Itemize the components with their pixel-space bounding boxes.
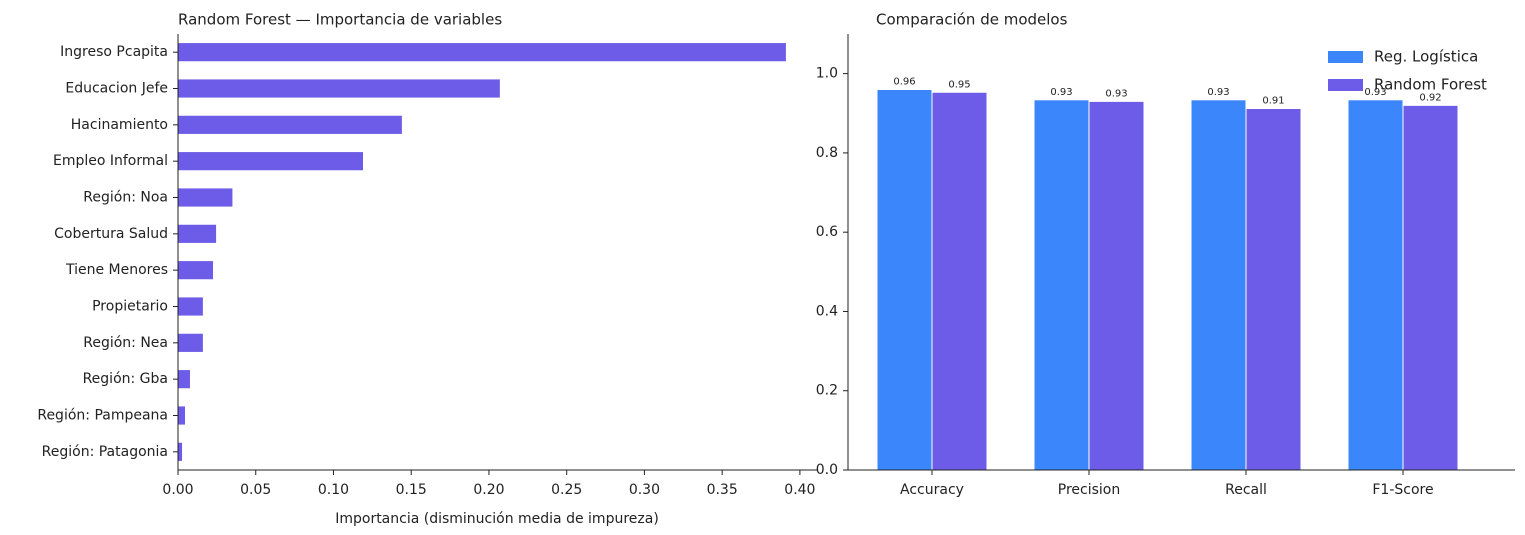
value-label: 0.93 — [1105, 88, 1127, 99]
x-tick-label: 0.15 — [396, 482, 427, 498]
bar — [178, 152, 364, 171]
x-tick-label: 0.10 — [318, 482, 349, 498]
bar — [1033, 99, 1090, 471]
x-tick-label: Accuracy — [900, 482, 964, 498]
value-label: 0.96 — [893, 76, 915, 87]
bar — [178, 442, 183, 461]
x-tick-label: 0.20 — [473, 482, 504, 498]
legend-label: Reg. Logística — [1374, 48, 1478, 66]
y-tick-label: Región: Gba — [83, 371, 168, 387]
x-tick-label: F1-Score — [1372, 482, 1433, 498]
value-label: 0.91 — [1262, 96, 1284, 107]
y-tick-label: Región: Patagonia — [42, 444, 168, 460]
bar — [178, 188, 233, 207]
y-tick-label: Región: Noa — [83, 190, 168, 206]
x-tick-label: 0.25 — [551, 482, 582, 498]
bar — [178, 406, 185, 425]
bar — [178, 370, 190, 389]
value-label: 0.93 — [1364, 87, 1386, 98]
y-tick-label: 0.6 — [816, 224, 838, 240]
legend-swatch — [1328, 79, 1363, 91]
bar — [931, 91, 988, 471]
value-label: 0.92 — [1419, 92, 1441, 103]
bar — [1088, 100, 1145, 471]
y-tick-label: Ingreso Pcapita — [60, 44, 168, 60]
bar — [1347, 99, 1404, 471]
y-tick-label: Región: Pampeana — [37, 408, 168, 424]
y-tick-label: Propietario — [92, 299, 168, 315]
y-tick-label: Cobertura Salud — [54, 226, 168, 242]
y-tick-label: 0.0 — [816, 462, 838, 478]
value-label: 0.95 — [948, 79, 970, 90]
value-label: 0.93 — [1207, 87, 1229, 98]
legend-label: Random Forest — [1374, 76, 1487, 94]
bar — [178, 333, 203, 352]
y-tick-label: Empleo Informal — [53, 153, 168, 169]
x-tick-label: 0.00 — [162, 482, 193, 498]
y-tick-label: Tiene Menores — [65, 262, 168, 278]
bar — [178, 224, 217, 243]
bar — [178, 79, 500, 98]
x-tick-label: 0.30 — [629, 482, 660, 498]
y-tick-label: 0.2 — [816, 383, 838, 399]
x-axis-label: Importancia (disminución media de impure… — [335, 511, 659, 527]
y-tick-label: 0.8 — [816, 145, 838, 161]
bar — [876, 88, 933, 471]
x-tick-label: 0.05 — [240, 482, 271, 498]
value-label: 0.93 — [1050, 87, 1072, 98]
bar — [178, 115, 402, 134]
bar — [1190, 99, 1247, 471]
x-tick-label: 0.40 — [784, 482, 815, 498]
x-tick-label: Recall — [1225, 482, 1267, 498]
x-tick-label: 0.35 — [707, 482, 738, 498]
x-tick-label: Precision — [1058, 482, 1120, 498]
bar — [178, 297, 203, 316]
bar — [178, 261, 213, 280]
bar — [178, 43, 786, 62]
y-tick-label: Hacinamiento — [71, 117, 168, 133]
y-tick-label: Educacion Jefe — [65, 81, 168, 97]
y-tick-label: 0.4 — [816, 303, 838, 319]
legend-swatch — [1328, 51, 1363, 63]
bar — [1402, 104, 1459, 471]
chart-title: Comparación de modelos — [876, 11, 1068, 29]
y-tick-label: 1.0 — [816, 66, 838, 82]
y-tick-label: Región: Nea — [83, 335, 168, 351]
bar — [1245, 108, 1302, 471]
chart-title: Random Forest — Importancia de variables — [178, 11, 502, 29]
